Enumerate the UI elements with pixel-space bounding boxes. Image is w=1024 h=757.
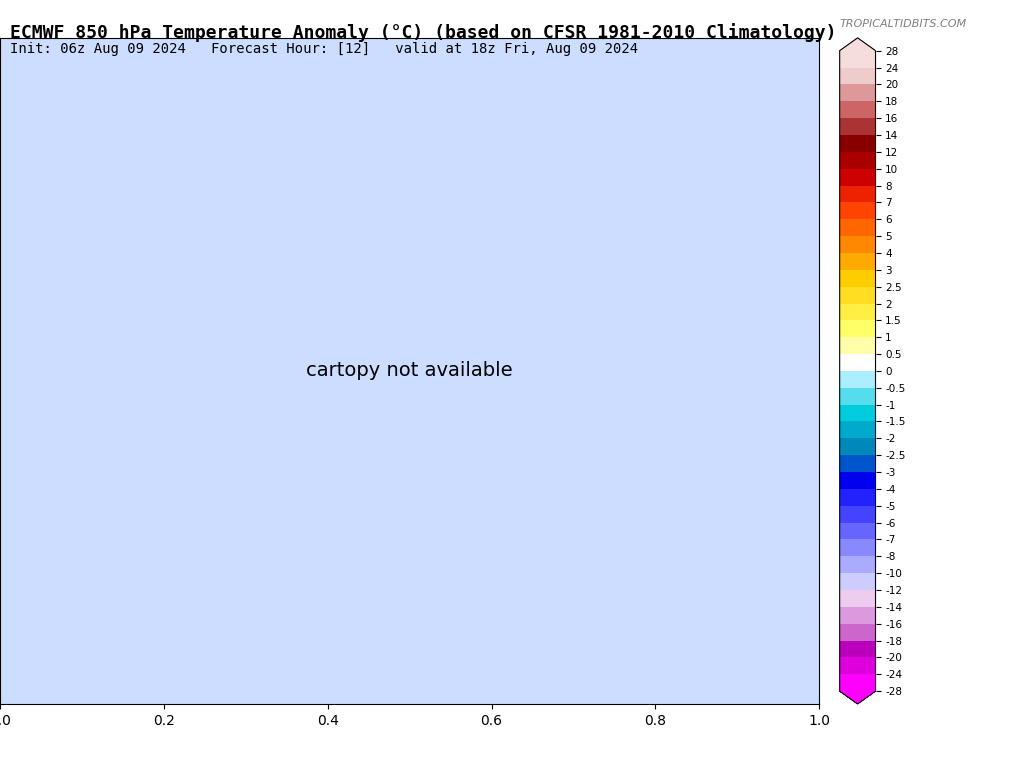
PathPatch shape xyxy=(840,38,876,51)
Text: cartopy not available: cartopy not available xyxy=(306,361,513,381)
Text: TROPICALTIDBITS.COM: TROPICALTIDBITS.COM xyxy=(840,19,967,29)
Text: Init: 06z Aug 09 2024   Forecast Hour: [12]   valid at 18z Fri, Aug 09 2024: Init: 06z Aug 09 2024 Forecast Hour: [12… xyxy=(10,42,638,55)
PathPatch shape xyxy=(840,691,876,704)
Text: ECMWF 850 hPa Temperature Anomaly (°C) (based on CFSR 1981-2010 Climatology): ECMWF 850 hPa Temperature Anomaly (°C) (… xyxy=(10,23,837,42)
